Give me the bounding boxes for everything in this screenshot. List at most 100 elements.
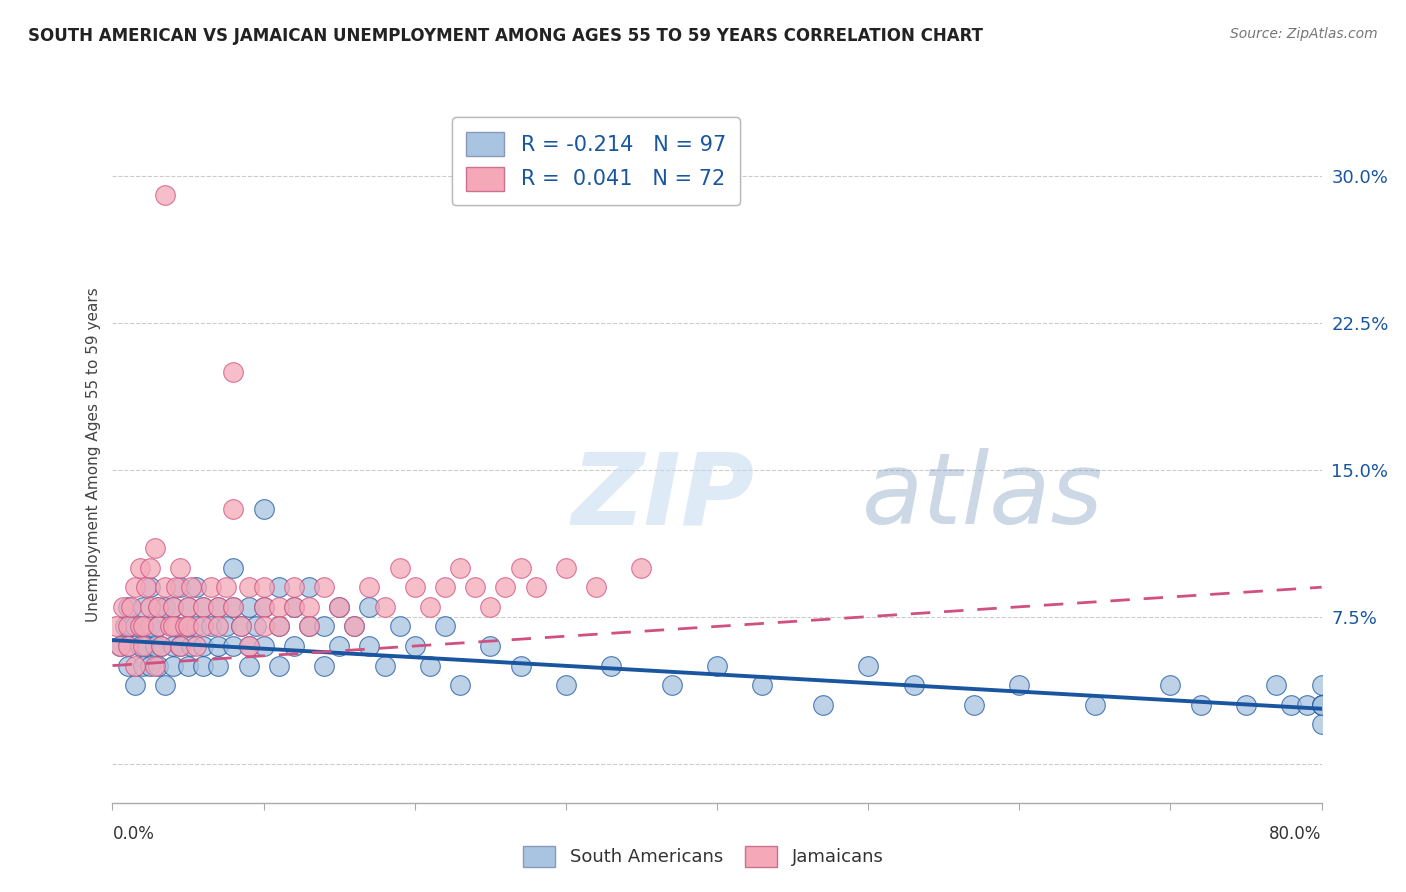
Point xyxy=(554,560,576,574)
Point xyxy=(177,599,200,614)
Point xyxy=(155,188,177,202)
Point xyxy=(404,639,426,653)
Point xyxy=(1234,698,1257,712)
Point xyxy=(449,678,471,692)
Point xyxy=(253,639,276,653)
Point xyxy=(128,639,150,653)
Point xyxy=(191,639,214,653)
Point xyxy=(149,639,172,653)
Point xyxy=(177,599,200,614)
Point xyxy=(298,599,321,614)
Point xyxy=(135,580,157,594)
Point xyxy=(117,658,139,673)
Point xyxy=(1310,698,1333,712)
Point xyxy=(222,599,245,614)
Point xyxy=(1189,698,1212,712)
Point xyxy=(120,599,142,614)
Point xyxy=(128,619,150,633)
Point xyxy=(139,560,162,574)
Point xyxy=(1159,678,1181,692)
Point xyxy=(146,599,169,614)
Point xyxy=(139,580,162,594)
Point xyxy=(124,580,146,594)
Point xyxy=(169,639,191,653)
Text: 80.0%: 80.0% xyxy=(1270,825,1322,843)
Point xyxy=(143,541,166,555)
Point xyxy=(1279,698,1302,712)
Point xyxy=(135,639,157,653)
Point xyxy=(706,658,728,673)
Point xyxy=(132,599,155,614)
Point xyxy=(120,619,142,633)
Point xyxy=(600,658,623,673)
Point xyxy=(524,580,547,594)
Point xyxy=(155,580,177,594)
Point xyxy=(314,580,336,594)
Point xyxy=(146,619,169,633)
Point xyxy=(162,599,184,614)
Point xyxy=(180,639,202,653)
Point xyxy=(811,698,834,712)
Point xyxy=(149,639,172,653)
Point xyxy=(207,599,229,614)
Point xyxy=(184,639,207,653)
Point xyxy=(449,560,471,574)
Point xyxy=(117,619,139,633)
Point xyxy=(114,619,136,633)
Point xyxy=(253,501,276,516)
Point xyxy=(169,580,191,594)
Point xyxy=(479,639,502,653)
Point xyxy=(374,658,396,673)
Point xyxy=(661,678,683,692)
Legend: South Americans, Jamaicans: South Americans, Jamaicans xyxy=(516,838,890,874)
Point xyxy=(419,599,441,614)
Point xyxy=(215,619,238,633)
Point xyxy=(207,658,229,673)
Point xyxy=(200,580,222,594)
Point xyxy=(298,619,321,633)
Point xyxy=(267,658,290,673)
Text: SOUTH AMERICAN VS JAMAICAN UNEMPLOYMENT AMONG AGES 55 TO 59 YEARS CORRELATION CH: SOUTH AMERICAN VS JAMAICAN UNEMPLOYMENT … xyxy=(28,27,983,45)
Point xyxy=(479,599,502,614)
Point xyxy=(238,639,260,653)
Point xyxy=(630,560,652,574)
Point xyxy=(328,599,350,614)
Point xyxy=(108,639,131,653)
Point xyxy=(215,580,238,594)
Point xyxy=(165,580,187,594)
Point xyxy=(191,658,214,673)
Point xyxy=(495,580,517,594)
Point xyxy=(267,619,290,633)
Point xyxy=(146,599,169,614)
Point xyxy=(359,580,381,594)
Point xyxy=(132,658,155,673)
Point xyxy=(112,599,135,614)
Point xyxy=(104,619,127,633)
Point xyxy=(283,599,305,614)
Point xyxy=(143,639,166,653)
Point xyxy=(328,599,350,614)
Point xyxy=(404,580,426,594)
Point xyxy=(359,639,381,653)
Point xyxy=(253,599,276,614)
Point xyxy=(343,619,366,633)
Point xyxy=(117,639,139,653)
Point xyxy=(1310,698,1333,712)
Point xyxy=(585,580,607,594)
Point xyxy=(184,580,207,594)
Point xyxy=(155,599,177,614)
Point xyxy=(143,658,166,673)
Point xyxy=(162,658,184,673)
Point xyxy=(238,599,260,614)
Point xyxy=(108,639,131,653)
Point xyxy=(222,560,245,574)
Point xyxy=(117,599,139,614)
Point xyxy=(464,580,486,594)
Point xyxy=(124,678,146,692)
Point xyxy=(222,639,245,653)
Point xyxy=(207,599,229,614)
Point xyxy=(124,619,146,633)
Point xyxy=(222,365,245,379)
Point xyxy=(177,619,200,633)
Point xyxy=(117,639,139,653)
